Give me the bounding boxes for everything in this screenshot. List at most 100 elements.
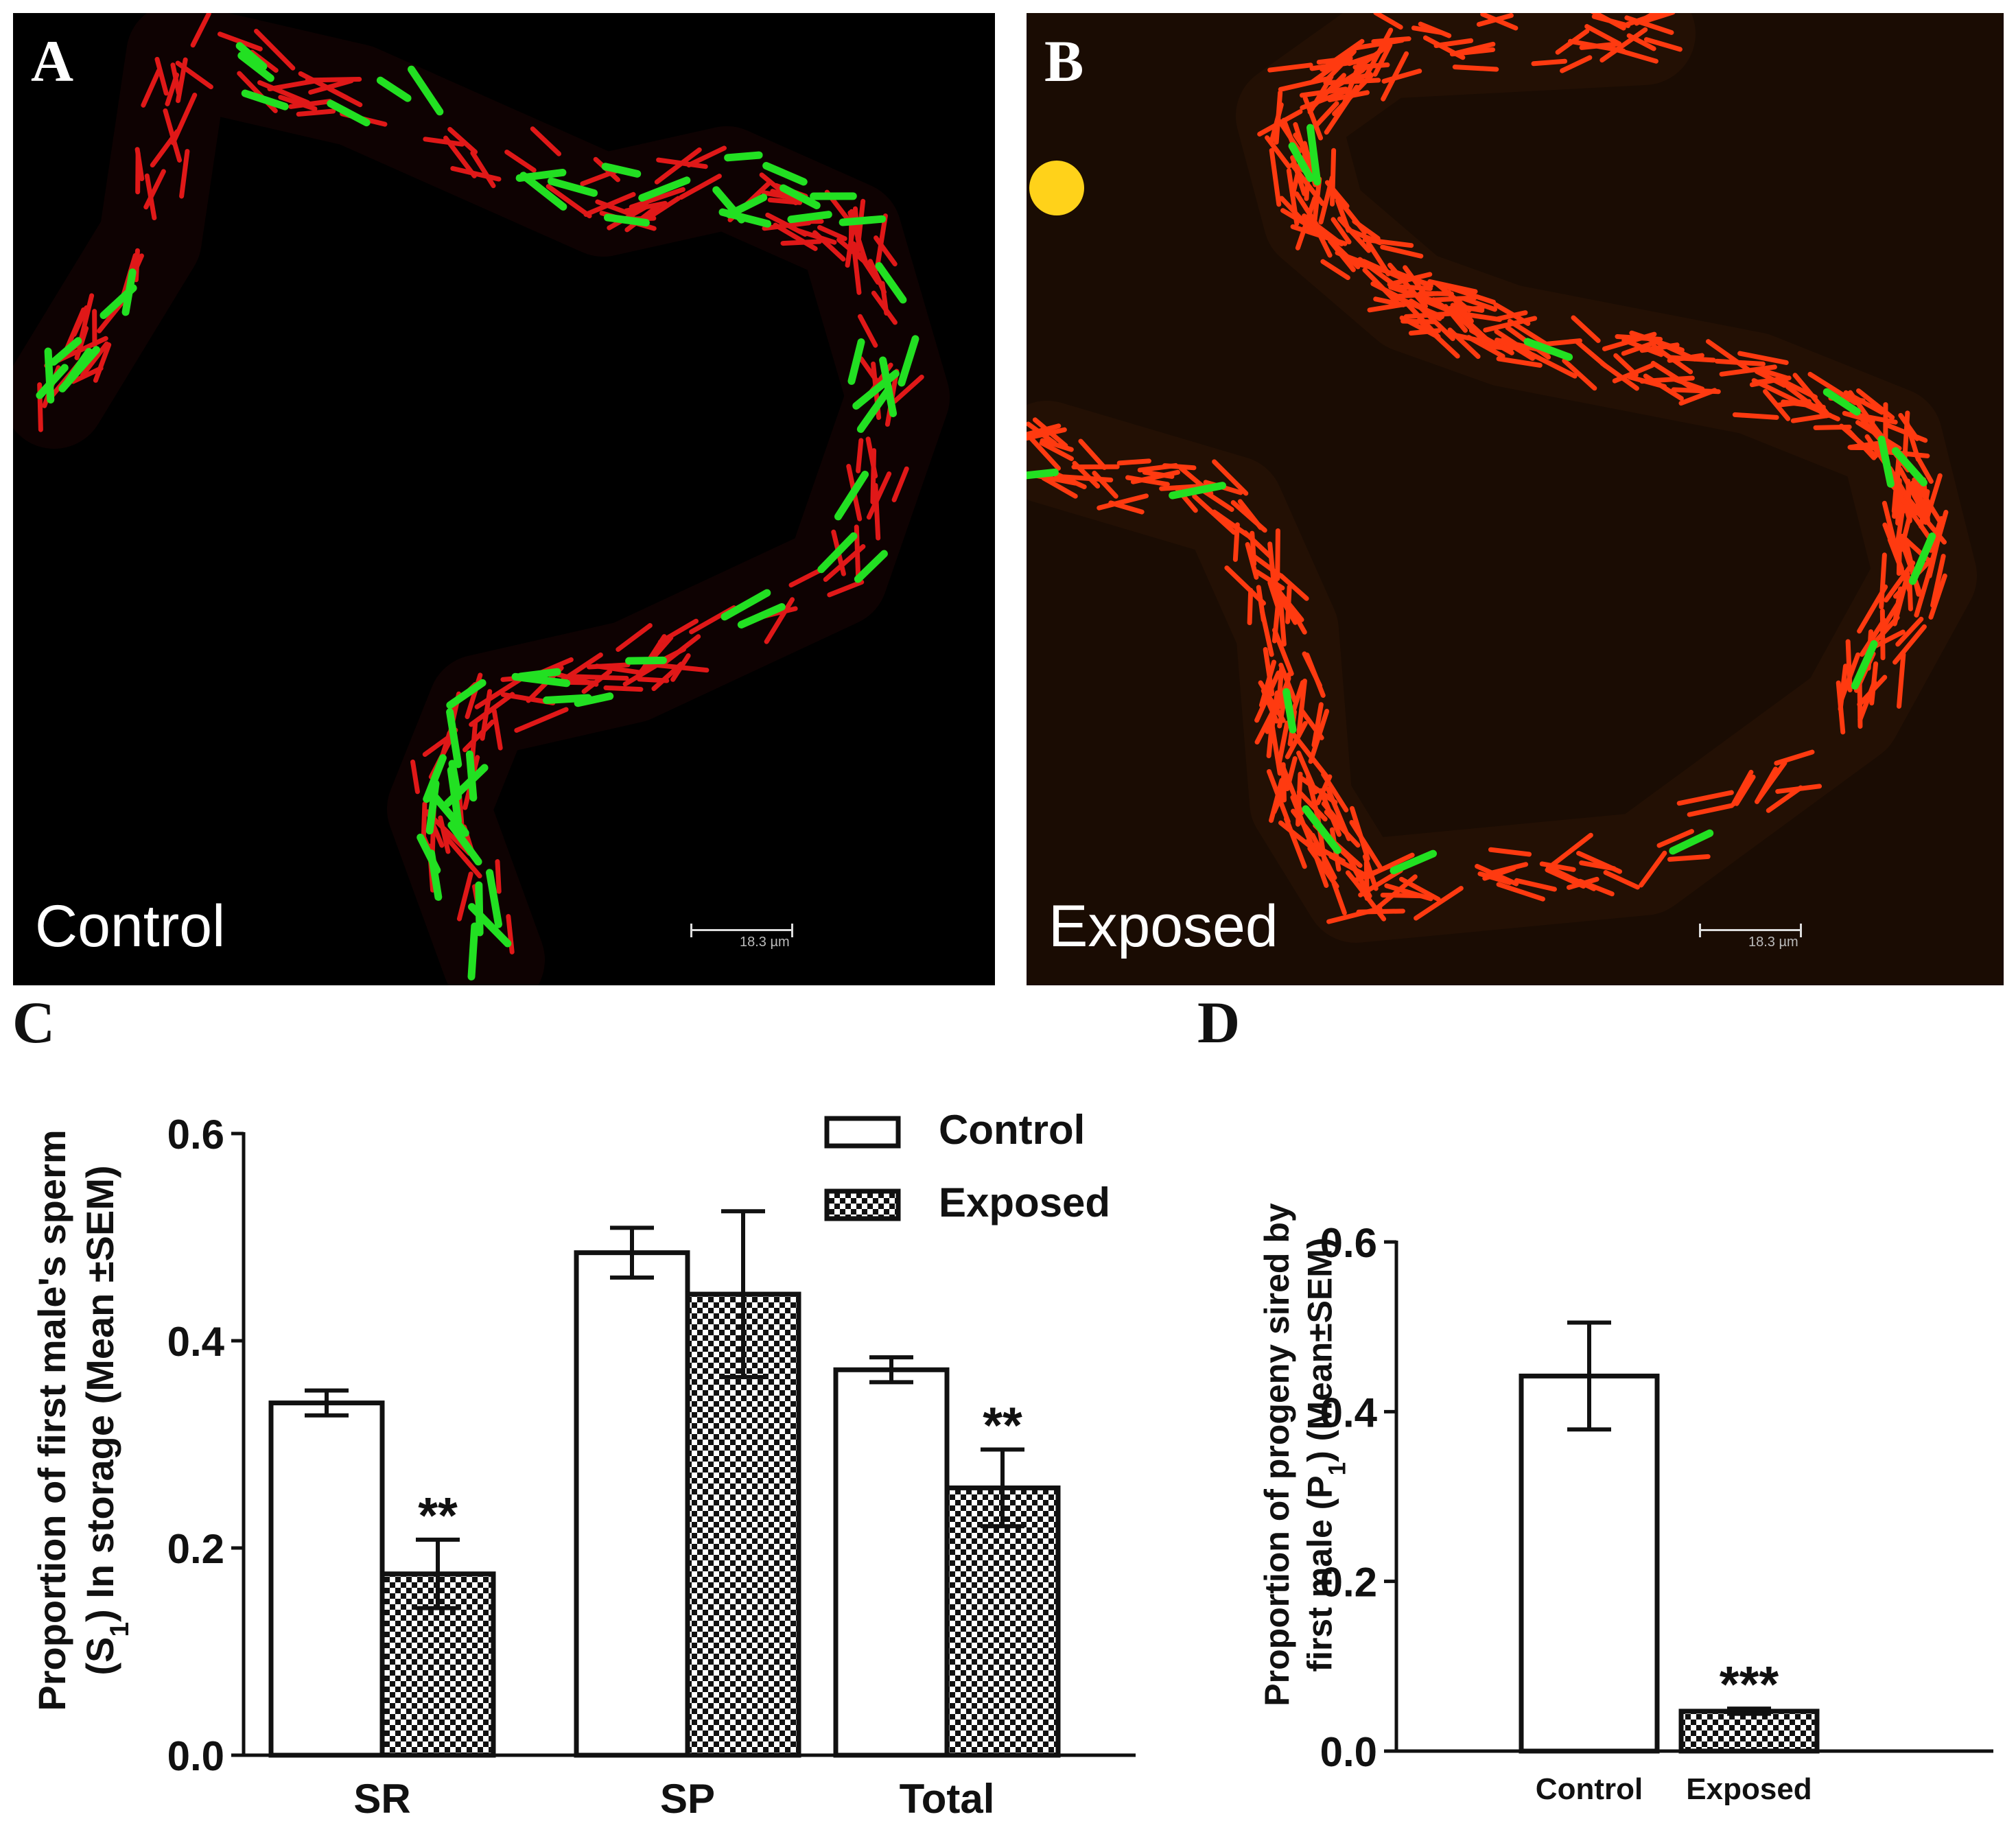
sperm-cell-red xyxy=(874,235,898,267)
sperm-cell-red xyxy=(1400,318,1437,325)
sperm-cell-red xyxy=(1562,358,1597,391)
sperm-cell-green xyxy=(1851,640,1878,690)
sperm-cell-red xyxy=(1331,217,1352,245)
sperm-cell-green xyxy=(720,589,771,621)
sperm-cell-red xyxy=(1560,55,1593,73)
sperm-cell-red xyxy=(143,169,166,210)
sperm-cells xyxy=(13,13,950,985)
sperm-cell-green xyxy=(235,42,268,71)
scale-bar: 18.3 µm xyxy=(690,924,793,950)
sperm-cell-red xyxy=(1869,661,1879,706)
sperm-cell-red xyxy=(1278,820,1323,857)
sperm-cell-red xyxy=(1276,666,1285,704)
sperm-cell-red xyxy=(770,189,802,204)
sperm-cell-red xyxy=(1318,175,1335,225)
sperm-cell-red xyxy=(1480,13,1519,31)
sperm-cell-green xyxy=(327,99,371,127)
sperm-cell-green xyxy=(237,51,274,82)
sperm-cell-red xyxy=(93,342,112,383)
sperm-cell-red xyxy=(1576,850,1623,874)
sperm-cell-red xyxy=(1267,541,1277,591)
sperm-cell-green xyxy=(839,215,887,226)
sperm-cell-red xyxy=(1212,509,1250,538)
bar-exposed xyxy=(944,1485,1061,1758)
sperm-cell-red xyxy=(257,80,311,106)
sperm-cell-red xyxy=(1259,609,1274,657)
sperm-cell-red xyxy=(773,222,818,251)
sperm-cell-red xyxy=(1278,573,1309,601)
sperm-cell-red xyxy=(1027,427,1067,441)
sperm-cell-red xyxy=(1257,109,1303,137)
micrograph-control-image xyxy=(13,13,950,985)
sperm-cell-red xyxy=(74,326,89,360)
x-tick-label: Total xyxy=(900,1776,995,1822)
sperm-cell-red xyxy=(1305,207,1333,258)
sperm-cell-red xyxy=(1621,340,1657,356)
sperm-cell-green xyxy=(718,208,772,228)
sperm-cell-red xyxy=(1500,338,1535,361)
sperm-cell-green xyxy=(49,337,82,366)
sperm-cell-green xyxy=(879,356,898,417)
sperm-cell-red xyxy=(1300,89,1348,110)
sperm-cell-red xyxy=(1443,283,1497,305)
sperm-cell-red xyxy=(581,669,613,694)
y-tick-label: 0.0 xyxy=(167,1733,224,1779)
sperm-cell-red xyxy=(1584,24,1622,47)
sperm-cell-red xyxy=(1627,375,1667,389)
sperm-cell-red xyxy=(1381,69,1422,84)
sperm-cell-red xyxy=(1836,680,1846,735)
sperm-cell-red xyxy=(1278,75,1331,92)
sperm-cell-green xyxy=(1169,482,1226,500)
sperm-cell-red xyxy=(1667,854,1711,862)
legend-swatch xyxy=(824,1188,901,1221)
y-tick-label: 0.4 xyxy=(1320,1389,1378,1435)
sperm-cell-red xyxy=(1212,459,1249,496)
sperm-cell-red xyxy=(1267,62,1313,73)
sperm-cell-red xyxy=(1224,565,1267,606)
sperm-cell-red xyxy=(1027,421,1057,446)
sperm-cell-red xyxy=(1496,310,1528,322)
sperm-cell-red xyxy=(462,719,495,753)
sperm-cell-red xyxy=(1643,37,1683,52)
sperm-cell-red xyxy=(1737,351,1789,365)
sperm-cell-red xyxy=(1531,58,1568,67)
panel-letter-d: D xyxy=(1197,989,1241,1055)
condition-label-exposed: Exposed xyxy=(1048,893,1278,959)
sperm-cell-red xyxy=(1403,265,1429,299)
sperm-cell-red xyxy=(1321,771,1349,812)
sperm-cell-red xyxy=(823,544,866,583)
sperm-cell-green xyxy=(446,708,462,769)
sperm-cell-red xyxy=(80,341,109,378)
sperm-cell-red xyxy=(176,57,188,104)
sperm-cell-red xyxy=(530,126,562,156)
sperm-cell-red xyxy=(1734,774,1756,806)
sperm-cell-red xyxy=(1324,49,1357,82)
sperm-cell-red xyxy=(865,436,878,479)
sperm-cell-red xyxy=(892,374,924,404)
micrograph-control: A Control 18.3 µm xyxy=(13,13,995,985)
y-axis-label-line2: first male (P1) (Mean±SEM) xyxy=(1301,1237,1351,1671)
sperm-cell-red xyxy=(1678,388,1718,406)
sperm-cell-red xyxy=(603,685,644,692)
sperm-cell-red xyxy=(812,230,846,262)
sperm-cell-red xyxy=(1529,352,1578,379)
sperm-cell-red xyxy=(1568,38,1626,54)
sperm-cell-red xyxy=(1732,412,1779,420)
sperm-cell-green xyxy=(376,76,412,102)
sperm-cell-red xyxy=(1855,420,1902,451)
sperm-cell-red xyxy=(1349,806,1370,861)
scale-bar-label: 18.3 µm xyxy=(1748,935,1798,950)
sperm-cell-red xyxy=(1446,290,1474,324)
sperm-cell-red xyxy=(857,314,878,348)
panel-letter-b: B xyxy=(1044,28,1084,94)
sperm-cell-red xyxy=(1346,227,1383,246)
sperm-cell-red xyxy=(1269,777,1285,823)
sperm-cell-red xyxy=(1326,786,1352,841)
sperm-cell-red xyxy=(1276,720,1290,766)
sperm-cell-green xyxy=(854,550,888,583)
sperm-cell-red xyxy=(1599,361,1639,391)
sperm-cell-red xyxy=(788,568,821,588)
sperm-cell-green xyxy=(847,338,865,385)
sperm-cell-red xyxy=(495,859,502,894)
sperm-cell-red xyxy=(154,56,169,96)
